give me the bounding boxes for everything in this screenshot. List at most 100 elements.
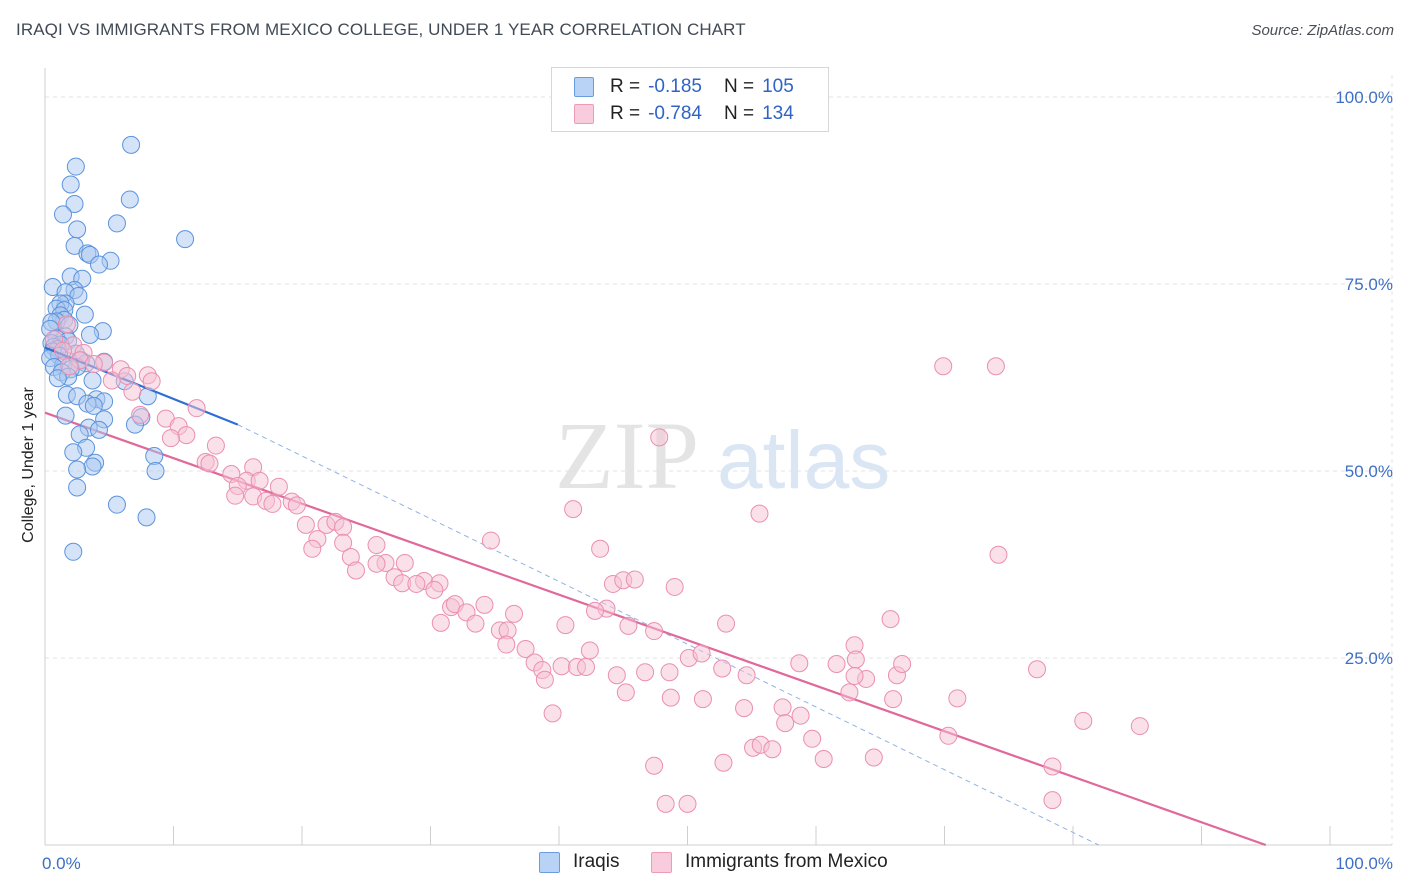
data-point-mexico	[161, 429, 180, 448]
legend-r-label: R =	[610, 76, 641, 97]
data-point-mexico	[580, 641, 599, 660]
data-point-mexico	[407, 574, 426, 593]
data-point-mexico	[619, 616, 638, 635]
data-point-mexico	[60, 357, 79, 376]
data-point-mexico	[118, 367, 137, 386]
data-point-mexico	[645, 622, 664, 641]
data-point-mexico	[840, 683, 859, 702]
legend-swatch-iraqis	[574, 77, 594, 97]
data-point-iraqi	[145, 447, 164, 466]
data-point-mexico	[714, 753, 733, 772]
data-point-iraqi	[107, 214, 126, 233]
x-tick-label: 0.0%	[42, 854, 81, 873]
legend-n-label: N =	[723, 76, 755, 97]
data-point-mexico	[939, 726, 958, 745]
legend-swatch-mexico	[574, 104, 594, 124]
data-point-mexico	[53, 341, 72, 360]
series-legend-iraqis[interactable]: Iraqis	[539, 851, 619, 873]
data-point-mexico	[131, 405, 150, 424]
data-point-mexico	[790, 654, 809, 673]
data-point-mexico	[142, 372, 161, 391]
data-point-mexico	[431, 613, 450, 632]
data-point-mexico	[543, 704, 562, 723]
data-point-mexico	[713, 659, 732, 678]
data-point-mexico	[187, 399, 206, 418]
series-legend-mexico[interactable]: Immigrants from Mexico	[651, 851, 888, 873]
correlation-legend: R = -0.185 N = 105 R = -0.784 N = 134	[551, 67, 829, 132]
data-point-iraqi	[48, 369, 67, 388]
y-tick-label: 50.0%	[1345, 462, 1393, 481]
legend-r-label: R =	[610, 103, 641, 124]
data-point-iraqi	[176, 230, 195, 249]
data-point-mexico	[263, 494, 282, 513]
data-point-mexico	[585, 601, 604, 620]
series-label-iraqis: Iraqis	[573, 851, 620, 872]
data-point-mexico	[287, 496, 306, 515]
data-point-mexico	[763, 740, 782, 759]
data-point-mexico	[425, 580, 444, 599]
data-point-mexico	[616, 683, 635, 702]
data-point-mexico	[552, 657, 571, 676]
legend-n-value: 105	[762, 76, 794, 97]
y-tick-label: 100.0%	[1335, 88, 1393, 107]
data-point-mexico	[177, 426, 196, 445]
data-point-mexico	[206, 436, 225, 455]
data-point-mexico	[334, 518, 353, 537]
data-point-iraqi	[107, 495, 126, 514]
data-point-mexico	[665, 577, 684, 596]
data-point-mexico	[656, 794, 675, 813]
data-point-mexico	[846, 650, 865, 669]
data-point-mexico	[814, 749, 833, 768]
data-point-mexico	[250, 471, 269, 490]
legend-r-value: -0.784	[648, 103, 702, 124]
data-point-mexico	[717, 614, 736, 633]
data-point-mexico	[791, 706, 810, 725]
series-label-mexico: Immigrants from Mexico	[685, 851, 888, 872]
series-legend: Iraqis Immigrants from Mexico	[0, 851, 1406, 877]
data-point-mexico	[57, 315, 76, 334]
data-point-mexico	[303, 539, 322, 558]
legend-r-value: -0.185	[648, 76, 702, 97]
data-point-mexico	[678, 794, 697, 813]
data-point-mexico	[881, 610, 900, 629]
data-point-mexico	[884, 690, 903, 709]
data-point-mexico	[693, 690, 712, 709]
legend-row-iraqis: R = -0.185 N = 105	[574, 74, 794, 100]
data-point-iraqi	[61, 175, 80, 194]
iraqi-trend-extension	[237, 424, 1099, 846]
data-point-mexico	[367, 554, 386, 573]
data-point-mexico	[645, 756, 664, 775]
data-point-mexico	[803, 729, 822, 748]
legend-row-mexico: R = -0.784 N = 134	[574, 101, 794, 127]
data-point-mexico	[505, 604, 524, 623]
data-point-mexico	[334, 533, 353, 552]
data-point-mexico	[893, 654, 912, 673]
data-point-mexico	[475, 595, 494, 614]
data-point-iraqi	[80, 325, 99, 344]
data-point-iraqi	[68, 220, 87, 239]
data-point-mexico	[367, 536, 386, 555]
data-point-iraqi	[84, 396, 103, 415]
data-point-mexico	[556, 616, 575, 635]
data-point-mexico	[650, 428, 669, 447]
chart-title: IRAQI VS IMMIGRANTS FROM MEXICO COLLEGE,…	[16, 20, 746, 39]
legend-n-label: N =	[723, 103, 755, 124]
data-point-mexico	[989, 545, 1008, 564]
y-tick-label: 75.0%	[1345, 275, 1393, 294]
y-tick-labels: 25.0% 50.0% 75.0% 100.0%	[1335, 88, 1393, 668]
data-point-iraqi	[120, 190, 139, 209]
data-point-mexico	[660, 663, 679, 682]
data-point-mexico	[636, 663, 655, 682]
mexico-points	[44, 315, 1149, 813]
data-point-mexico	[466, 614, 485, 633]
data-point-mexico	[535, 670, 554, 689]
data-point-iraqi	[83, 371, 102, 390]
data-point-mexico	[934, 357, 953, 376]
y-tick-label: 25.0%	[1345, 649, 1393, 668]
data-point-iraqi	[68, 478, 87, 497]
data-point-mexico	[1074, 711, 1093, 730]
data-point-mexico	[986, 357, 1005, 376]
data-point-mexico	[564, 500, 583, 519]
data-point-mexico	[516, 640, 535, 659]
